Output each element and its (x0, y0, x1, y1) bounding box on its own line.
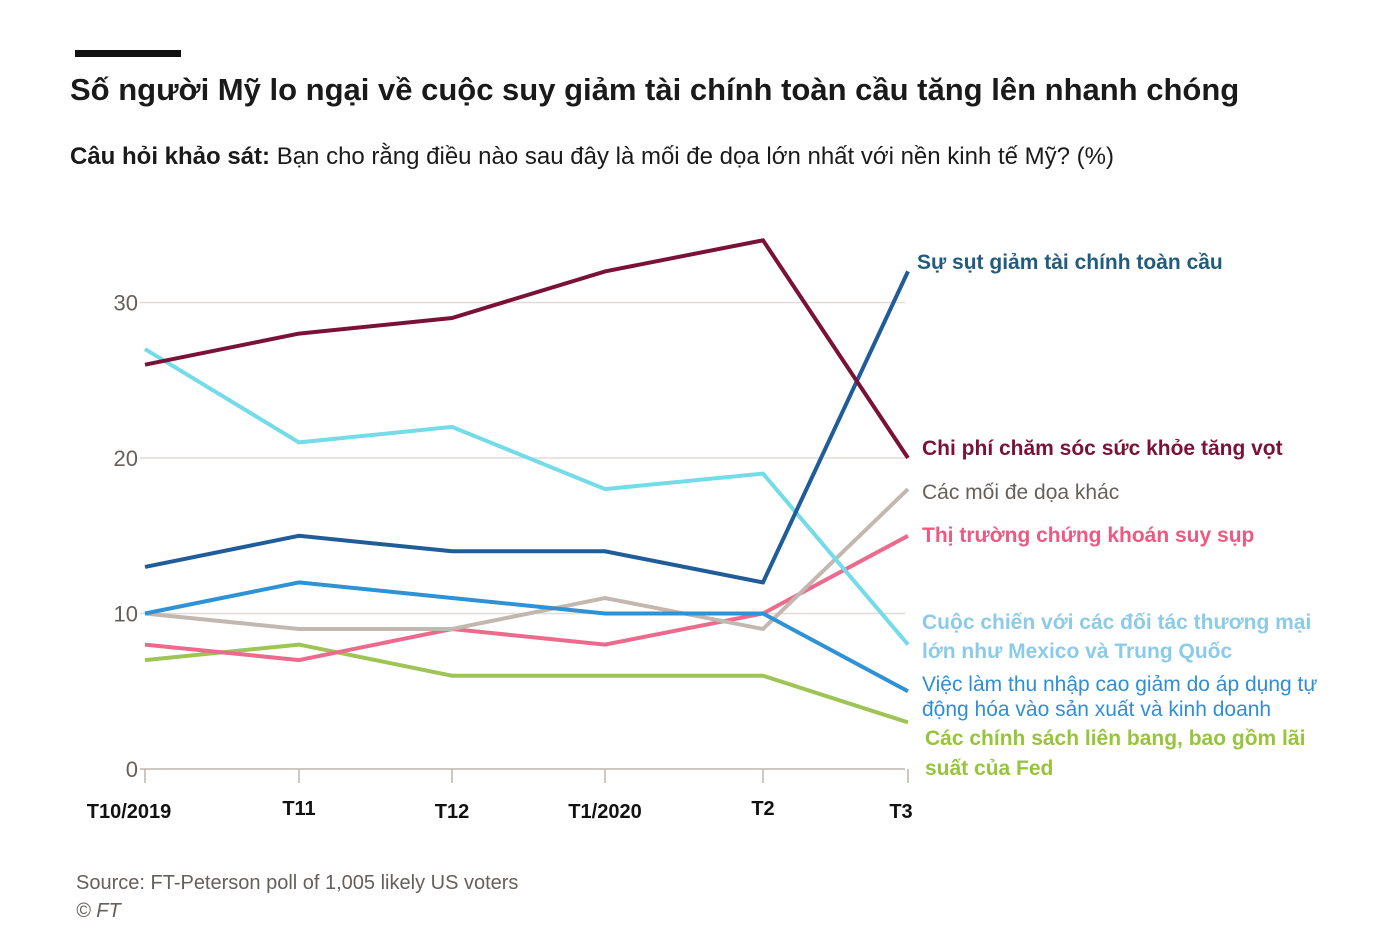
series-label-5-line-0: Việc làm thu nhập cao giảm do áp dụng tự (922, 673, 1317, 696)
series-line-4 (143, 347, 910, 646)
series-label-6-line-1: suất của Fed (925, 757, 1053, 780)
x-tick-label-3: T1/2020 (568, 801, 641, 823)
title-accent-bar (75, 50, 181, 57)
y-tick-label-30: 30 (114, 291, 138, 316)
series-line-0 (144, 270, 910, 585)
x-tick-label-2: T12 (435, 801, 469, 823)
series-label-0-line-0: Sự sụt giảm tài chính toàn cầu (917, 251, 1223, 274)
x-tick-label-1: T11 (282, 798, 315, 820)
series-label-4-line-0: Cuộc chiến với các đối tác thương mại (922, 611, 1311, 634)
series-line-2 (144, 487, 910, 632)
series-label-6-line-0: Các chính sách liên bang, bao gồm lãi (925, 727, 1305, 750)
series-line-5 (144, 580, 909, 694)
series-line-6 (144, 642, 909, 725)
series-line-3 (144, 534, 909, 663)
series-label-4-line-1: lớn như Mexico và Trung Quốc (922, 640, 1232, 663)
y-tick-label-10: 10 (114, 602, 138, 627)
series-label-2-line-0: Các mối đe dọa khác (922, 481, 1119, 504)
chart-title: Số người Mỹ lo ngại về cuộc suy giảm tài… (70, 72, 1240, 107)
subtitle-question-text: Bạn cho rằng điều nào sau đây là mối đe … (270, 143, 1115, 170)
subtitle-question-label: Câu hỏi khảo sát: (70, 143, 271, 170)
y-tick-label-20: 20 (114, 446, 138, 471)
x-tick-label-5: T3 (889, 801, 912, 823)
credit-note: © FT (76, 900, 121, 922)
source-note: Source: FT-Peterson poll of 1,005 likely… (76, 872, 519, 894)
x-tick-label-4: T2 (751, 798, 774, 820)
series-label-5-line-1: động hóa vào sản xuất và kinh doanh (922, 698, 1271, 721)
chart-footer: Source: FT-Peterson poll of 1,005 likely… (76, 869, 518, 925)
y-tick-label-0: 0 (126, 757, 138, 782)
x-tick-label-0: T10/2019 (87, 801, 172, 823)
series-label-3-line-0: Thị trường chứng khoán suy sụp (922, 524, 1254, 547)
series-label-1-line-0: Chi phí chăm sóc sức khỏe tăng vọt (922, 437, 1283, 460)
chart-subtitle: Câu hỏi khảo sát: Bạn cho rằng điều nào … (70, 143, 1114, 171)
series-line-1 (144, 238, 910, 460)
